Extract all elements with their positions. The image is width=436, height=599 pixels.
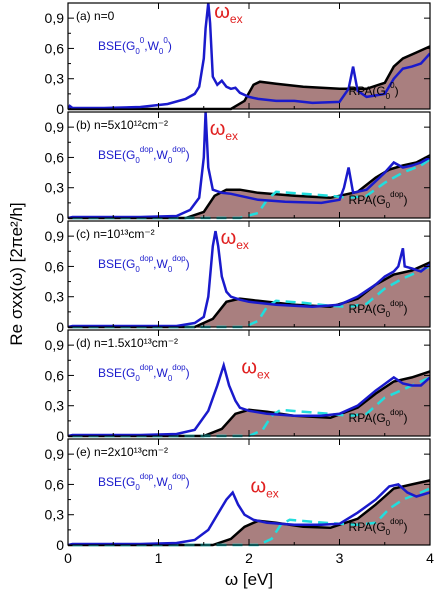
y-axis-title: Re σxx(ω) [2πe²/h] [7, 202, 26, 345]
bse-line-2 [68, 112, 430, 218]
y-tick-label-3-3: 0,9 [45, 228, 65, 244]
bse-label-3: BSE(G0dop,W0dop) [98, 254, 190, 274]
bse-label-2: BSE(G0dop,W0dop) [98, 145, 190, 165]
x-tick-label-1: 1 [155, 550, 163, 566]
y-tick-label-4-3: 0,9 [45, 337, 65, 353]
rpa-label-5: RPA(G0dop) [349, 517, 408, 537]
rpa-area-2 [68, 155, 430, 218]
bse-label-1: BSE(G00,W00) [98, 36, 172, 56]
bse-label-5: BSE(G0dop,W0dop) [98, 472, 190, 492]
rpa-area-3 [68, 262, 430, 327]
omega-ex-2: ωex [210, 118, 238, 143]
y-tick-label-3-1: 0,3 [45, 289, 65, 305]
bse-line-5 [68, 483, 430, 545]
y-tick-label-3-0: 0 [56, 319, 64, 335]
y-tick-label-4-2: 0,6 [45, 367, 65, 383]
rpa-area-1 [68, 46, 430, 109]
bse-line-3 [68, 230, 430, 327]
y-tick-label-5-3: 0,9 [45, 446, 65, 462]
y-tick-label-2-2: 0,6 [45, 149, 65, 165]
y-tick-label-1-2: 0,6 [45, 40, 65, 56]
panel-label-1: (a) n=0 [76, 9, 115, 23]
rpa-label-2: RPA(G0dop) [349, 190, 408, 210]
rpa-label-3: RPA(G0dop) [349, 299, 408, 319]
y-tick-label-2-1: 0,3 [45, 180, 65, 196]
rpa-label-4: RPA(G0dop) [349, 408, 408, 428]
x-tick-label-2: 2 [245, 550, 253, 566]
y-tick-label-5-2: 0,6 [45, 476, 65, 492]
x-axis-title: ω [eV] [225, 570, 273, 589]
y-tick-label-1-0: 0 [56, 101, 64, 117]
rpa-area-5 [68, 480, 430, 545]
bse-line-4 [68, 360, 430, 436]
y-tick-label-4-0: 0 [56, 428, 64, 444]
y-tick-label-1-3: 0,9 [45, 10, 65, 26]
y-tick-label-2-0: 0 [56, 210, 64, 226]
panel-label-5: (e) n=2x10¹³cm⁻² [76, 445, 168, 459]
y-tick-label-3-2: 0,6 [45, 258, 65, 274]
omega-ex-5: ωex [250, 476, 278, 501]
x-tick-label-3: 3 [336, 550, 344, 566]
bse-label-4: BSE(G0dop,W0dop) [98, 363, 190, 383]
rpa-line-5 [68, 479, 431, 547]
x-tick-label-4: 4 [426, 550, 434, 566]
omega-ex-4: ωex [241, 356, 269, 381]
x-tick-label-0: 0 [64, 550, 72, 566]
panel-label-2: (b) n=5x10¹²cm⁻² [76, 118, 168, 132]
panel-label-4: (d) n=1.5x10¹³cm⁻² [76, 336, 178, 350]
y-tick-label-5-1: 0,3 [45, 507, 65, 523]
y-tick-label-2-3: 0,9 [45, 119, 65, 135]
rpa-area-4 [68, 371, 430, 436]
y-tick-label-4-1: 0,3 [45, 398, 65, 414]
y-tick-label-1-1: 0,3 [45, 71, 65, 87]
rpa-line-2 [68, 154, 431, 220]
panel-label-3: (c) n=10¹³cm⁻² [76, 227, 155, 241]
omega-ex-3: ωex [221, 227, 249, 252]
rpa-line-1 [68, 45, 431, 111]
rpa-label-1: RPA(G00) [349, 81, 399, 101]
y-tick-label-5-0: 0 [56, 537, 64, 553]
omega-ex-1: ωex [214, 1, 242, 26]
bse-line-1 [68, 3, 430, 109]
